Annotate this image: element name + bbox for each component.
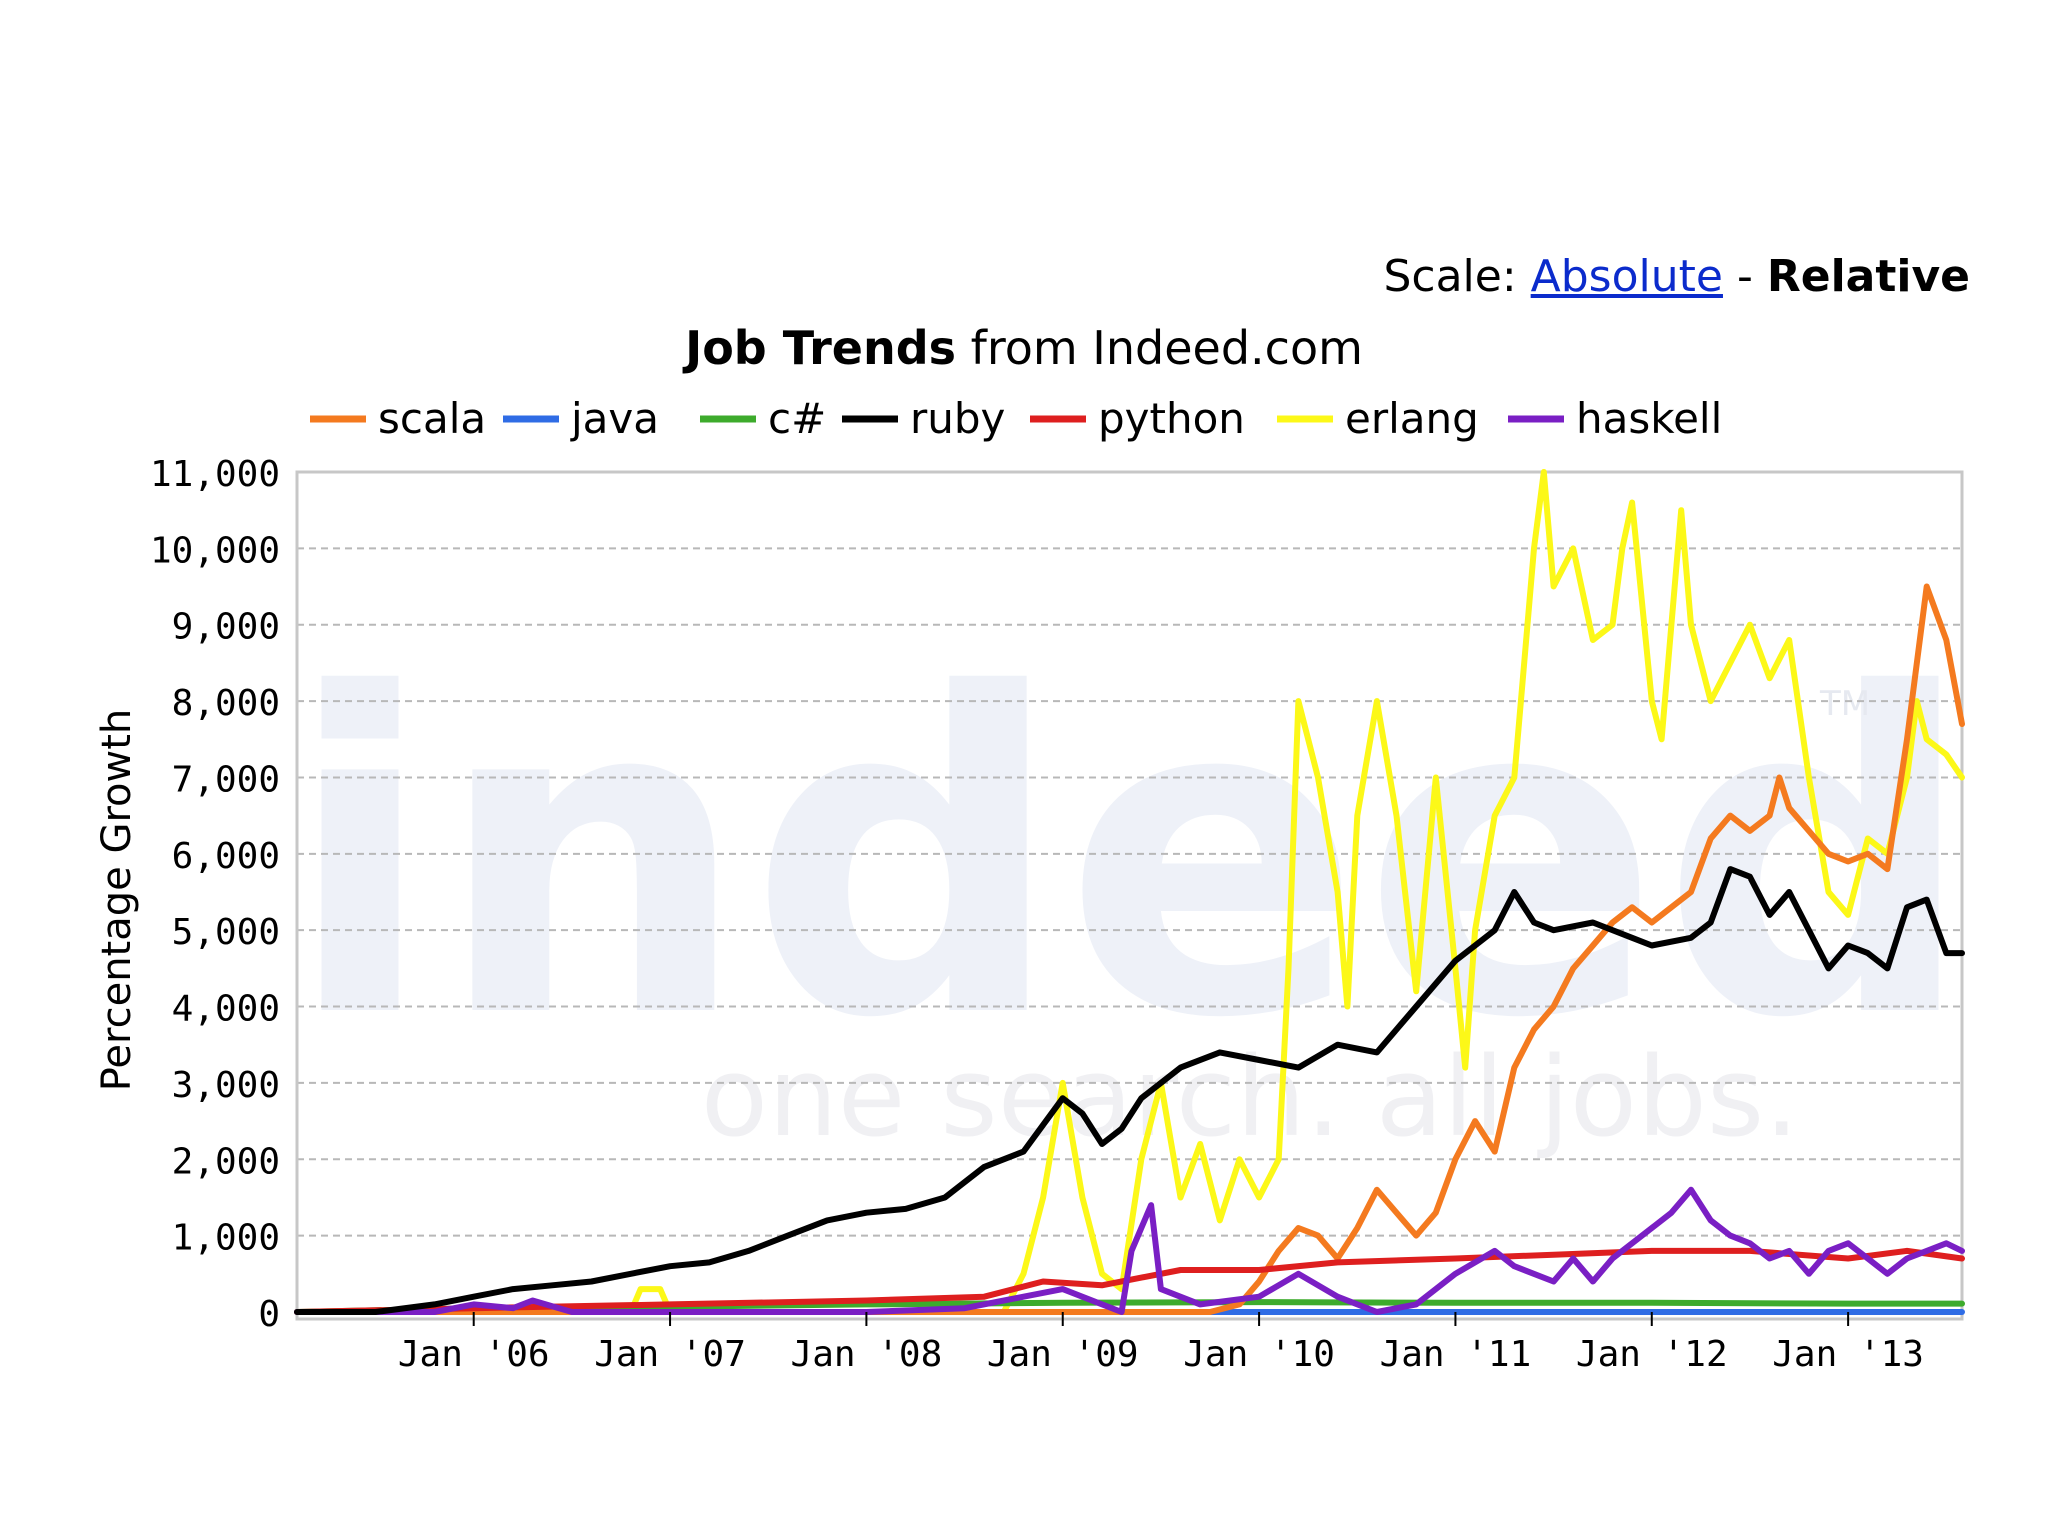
legend-label-erlang: erlang [1345, 394, 1479, 443]
scale-absolute-link[interactable]: Absolute [1530, 251, 1723, 302]
x-tick-label: Jan '13 [1772, 1334, 1924, 1375]
y-tick-label: 8,000 [172, 683, 280, 724]
y-axis-label: Percentage Growth [94, 709, 140, 1092]
legend-label-ruby: ruby [910, 394, 1005, 443]
y-tick-label: 5,000 [172, 912, 280, 953]
x-tick-label: Jan '12 [1576, 1334, 1728, 1375]
scale-label: Scale: [1383, 251, 1517, 302]
legend-label-scala: scala [378, 394, 486, 443]
y-tick-label: 1,000 [172, 1218, 280, 1259]
series-line-scala [294, 583, 1965, 1315]
x-tick-label: Jan '10 [1183, 1334, 1335, 1375]
y-tick-label: 6,000 [172, 836, 280, 877]
y-tick-label: 10,000 [150, 530, 280, 571]
y-tick-label: 4,000 [172, 989, 280, 1030]
y-axis: 0 1,000 2,000 3,000 4,000 5,000 6,000 7,000 8,00… [150, 454, 280, 1335]
chart-title: Job Trends from Indeed.com [0, 322, 2048, 374]
watermark-logo: indeed [285, 602, 1976, 1114]
y-tick-label: 11,000 [150, 454, 280, 495]
series-line-haskell [294, 1186, 1965, 1315]
y-tick-label: 2,000 [172, 1141, 280, 1182]
x-tick-label: Jan '06 [398, 1334, 550, 1375]
x-tick-label: Jan '07 [594, 1334, 746, 1375]
y-tick-label: 0 [258, 1294, 280, 1335]
scale-relative-current: Relative [1766, 251, 1970, 302]
series-line-ruby [294, 866, 1965, 1315]
chart-title-bold: Job Trends [685, 321, 957, 375]
y-tick-label: 7,000 [172, 759, 280, 800]
y-tick-label: 9,000 [172, 607, 280, 648]
plot-frame [295, 470, 1964, 1321]
legend: scala java c# ruby python erlang haskell [310, 394, 1722, 443]
y-tick-label: 3,000 [172, 1065, 280, 1106]
legend-label-java: java [570, 394, 659, 443]
x-tick-label: Jan '08 [791, 1334, 943, 1375]
chart-title-rest: from Indeed.com [970, 321, 1363, 375]
series-lines [294, 469, 1965, 1315]
scale-separator: - [1736, 251, 1753, 302]
x-tick-label: Jan '09 [987, 1334, 1139, 1375]
legend-label-python: python [1098, 394, 1245, 443]
legend-label-csharp: c# [768, 394, 826, 443]
x-tick-label: Jan '11 [1380, 1334, 1532, 1375]
legend-label-haskell: haskell [1576, 394, 1722, 443]
watermark-trademark: TM [1819, 684, 1870, 724]
x-axis: Jan '06 Jan '07 Jan '08 Jan '09 Jan '10 Jan '… [398, 1312, 1924, 1375]
scale-selector: Scale: Absolute - Relative [1383, 252, 1970, 302]
watermark-tagline: one search. all jobs. [701, 1033, 1799, 1161]
